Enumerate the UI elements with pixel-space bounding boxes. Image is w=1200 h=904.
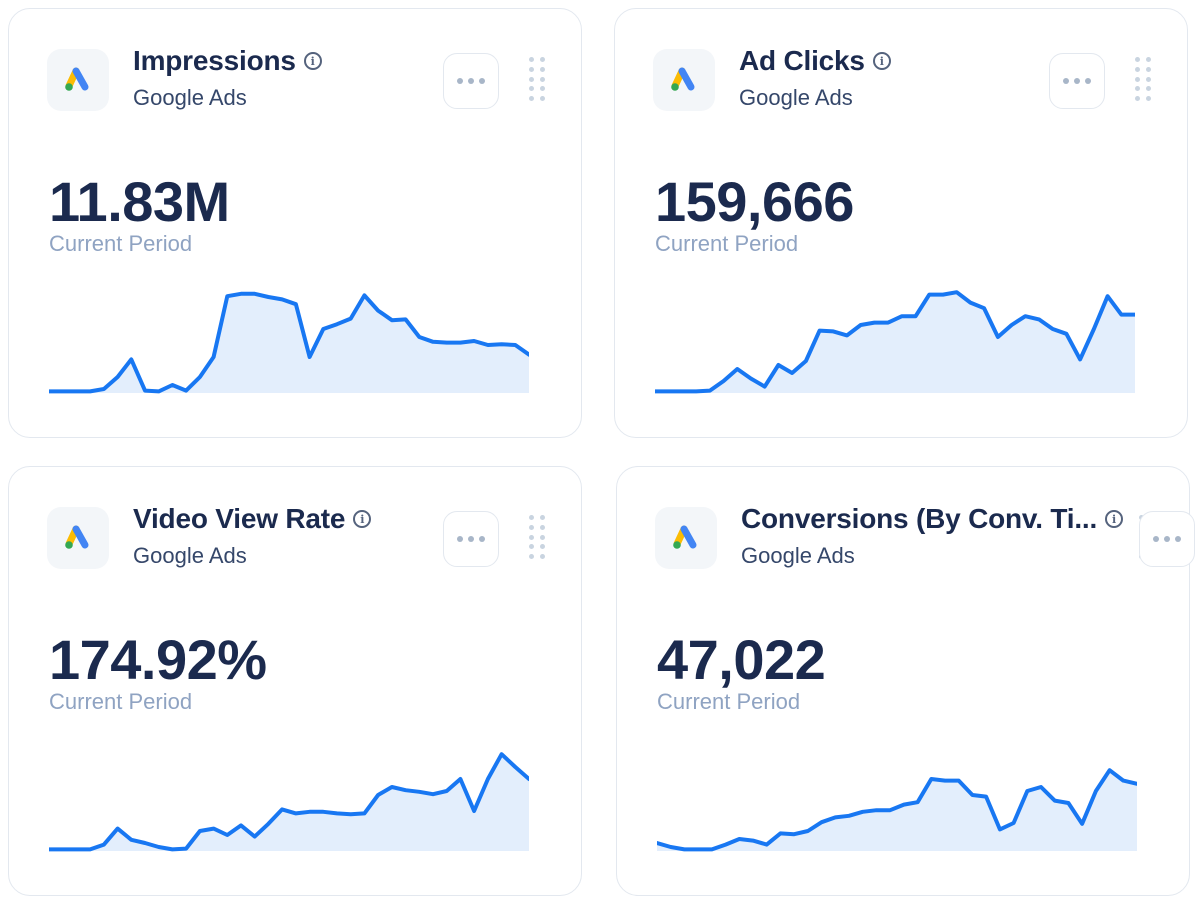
trend-sparkline xyxy=(655,290,1135,394)
period-label: Current Period xyxy=(655,231,799,256)
more-icon xyxy=(1153,536,1159,542)
period-label: Current Period xyxy=(49,689,193,714)
card-source: Google Ads xyxy=(741,543,855,568)
google-ads-logo xyxy=(655,507,717,569)
card-source: Google Ads xyxy=(739,85,853,110)
sparkline-area xyxy=(657,770,1137,851)
metric-card-video-view-rate: Video View Rate i Google Ads 174.92% Cur… xyxy=(8,466,582,896)
drag-handle-icon[interactable] xyxy=(1135,57,1151,103)
card-title: Impressions xyxy=(133,45,296,76)
card-title: Ad Clicks xyxy=(739,45,865,76)
trend-sparkline xyxy=(657,768,1137,852)
more-icon xyxy=(457,78,463,84)
period-label: Current Period xyxy=(49,231,193,256)
metric-value: 174.92% xyxy=(49,628,267,691)
card-source: Google Ads xyxy=(133,543,247,568)
more-options-button[interactable] xyxy=(1049,53,1105,109)
card-title-row: Video View Rate i xyxy=(133,503,372,535)
metric-card-conversions: Conversions (By Conv. Ti... i Google Ads… xyxy=(616,466,1195,896)
trend-sparkline xyxy=(49,291,529,394)
more-options-button[interactable] xyxy=(1139,511,1195,567)
card-title-row: Conversions (By Conv. Ti... i xyxy=(741,503,1124,535)
period-label: Current Period xyxy=(657,689,801,714)
google-ads-logo xyxy=(47,49,109,111)
card-title: Conversions (By Conv. Ti... xyxy=(741,503,1098,534)
info-icon[interactable]: i xyxy=(1105,510,1124,528)
more-icon xyxy=(1063,78,1069,84)
more-options-button[interactable] xyxy=(443,511,499,567)
card-title: Video View Rate xyxy=(133,503,346,534)
card-title-row: Impressions i xyxy=(133,45,322,77)
drag-handle-icon[interactable] xyxy=(529,515,545,561)
sparkline-area xyxy=(655,292,1135,393)
google-ads-logo xyxy=(653,49,715,111)
metric-value: 159,666 xyxy=(655,170,854,233)
metric-card-ad-clicks: Ad Clicks i Google Ads 159,666 Current P… xyxy=(614,8,1188,438)
info-icon[interactable]: i xyxy=(872,52,891,70)
metric-value: 47,022 xyxy=(657,628,826,691)
trend-sparkline xyxy=(49,752,529,852)
sparkline-area xyxy=(49,293,529,393)
sparkline-area xyxy=(49,754,529,851)
card-title-row: Ad Clicks i xyxy=(739,45,891,77)
more-icon xyxy=(457,536,463,542)
sparkline-line xyxy=(49,752,529,852)
more-options-button[interactable] xyxy=(443,53,499,109)
metric-card-impressions: Impressions i Google Ads 11.83M Current … xyxy=(8,8,582,438)
drag-handle-icon[interactable] xyxy=(529,57,545,103)
sparkline-line xyxy=(655,290,1135,394)
info-icon[interactable]: i xyxy=(303,52,322,70)
google-ads-logo xyxy=(47,507,109,569)
sparkline-line xyxy=(49,291,529,394)
metric-value: 11.83M xyxy=(49,170,230,233)
sparkline-line xyxy=(657,768,1137,852)
card-source: Google Ads xyxy=(133,85,247,110)
info-icon[interactable]: i xyxy=(353,510,372,528)
